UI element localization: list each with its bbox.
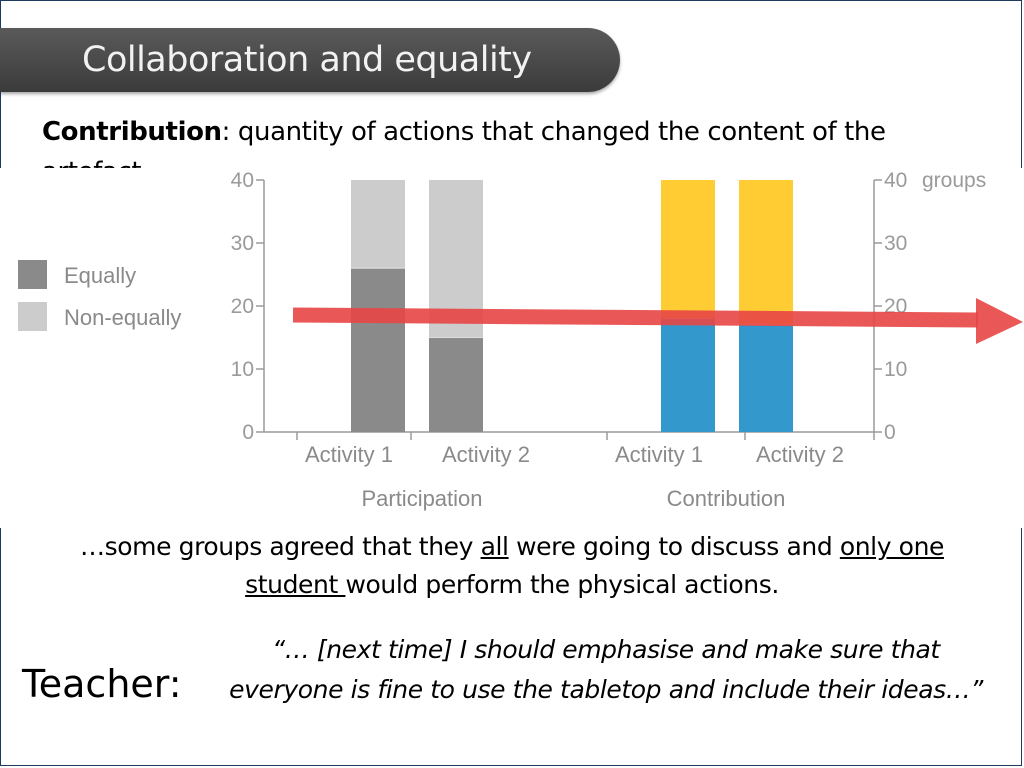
finding-underline-one-student: only one student — [245, 532, 944, 599]
x-category-label: Activity 2 — [756, 442, 844, 467]
highlight-arrow-shaft — [292, 307, 979, 328]
x-category-label: Activity 2 — [442, 442, 530, 467]
finding-part-2: were going to discuss and — [508, 532, 840, 561]
bar-equally — [429, 337, 483, 432]
teacher-label: Teacher: — [22, 662, 182, 706]
x-category-label: Activity 1 — [305, 442, 393, 467]
right-tick-label: 30 — [884, 232, 907, 255]
finding-text: …some groups agreed that they all were g… — [30, 528, 994, 604]
left-tick-label: 30 — [231, 232, 254, 255]
bar-equally — [739, 324, 793, 432]
x-group-label: Participation — [361, 486, 482, 511]
highlight-arrow-head — [976, 298, 1023, 344]
left-tick-label: 10 — [231, 358, 254, 381]
bar-equally — [661, 318, 715, 432]
finding-part-3: would perform the physical actions. — [345, 570, 779, 599]
bar-non-equally — [351, 180, 405, 269]
bar-non-equally — [661, 180, 715, 319]
legend-label: Non-equally — [64, 305, 181, 330]
legend-swatch — [18, 302, 47, 331]
intro-term: Contribution — [42, 117, 222, 147]
finding-part-1: …some groups agreed that they — [80, 532, 481, 561]
legend-label: Equally — [64, 263, 136, 288]
teacher-quote: “… [next time] I should emphasise and ma… — [229, 635, 983, 704]
left-tick-label: 20 — [231, 295, 254, 318]
legend-swatch — [18, 260, 47, 289]
unit-label: groups — [922, 169, 986, 192]
bar-equally — [351, 268, 405, 432]
title-bar — [0, 28, 620, 92]
finding-underline-all: all — [480, 532, 509, 561]
right-tick-label: 0 — [884, 421, 896, 444]
x-category-label: Activity 1 — [615, 442, 703, 467]
x-group-label: Contribution — [667, 486, 786, 511]
left-tick-label: 40 — [231, 169, 254, 192]
chart-background — [0, 168, 1024, 528]
left-tick-label: 0 — [242, 421, 254, 444]
slide-title: Collaboration and equality — [82, 40, 532, 80]
bar-non-equally — [739, 180, 793, 325]
right-tick-label: 40 — [884, 169, 907, 192]
right-tick-label: 10 — [884, 358, 907, 381]
